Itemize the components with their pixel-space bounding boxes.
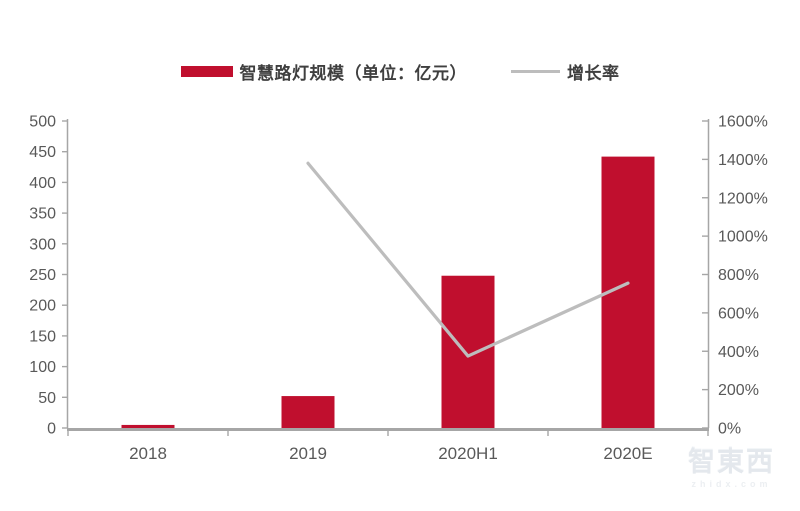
line-series-label: 增长率 (567, 63, 620, 83)
x-axis-label-2018: 2018 (129, 444, 167, 463)
left-axis-tick-label: 500 (29, 114, 56, 131)
right-axis-tick-label: 1600% (718, 114, 768, 131)
left-axis-tick-label: 150 (29, 328, 56, 345)
bar-series-swatch (180, 65, 233, 77)
bar-2020H1 (441, 275, 495, 428)
bar-2018 (121, 424, 175, 428)
right-axis-tick-label: 1000% (718, 229, 768, 246)
left-axis-tick-label: 0 (47, 421, 56, 438)
right-axis-tick-label: 400% (718, 344, 759, 361)
right-axis-tick-label: 800% (718, 267, 759, 284)
left-axis-tick-label: 450 (29, 144, 56, 161)
legend-item-bar-series: 智慧路灯规模（单位：亿元） (180, 59, 468, 84)
zhidx-logo-text: 智東西 (688, 447, 775, 477)
left-axis-tick-label: 350 (29, 206, 56, 223)
zhidx-url-text: zhidx.com (691, 479, 772, 489)
right-axis-tick-label: 1400% (718, 152, 768, 169)
right-axis-tick-label: 0% (718, 421, 741, 438)
left-axis-tick-label: 50 (38, 390, 56, 407)
x-axis-label-2020E: 2020E (603, 444, 652, 463)
growth-rate-line (306, 161, 630, 358)
x-axis-label-2019: 2019 (289, 444, 327, 463)
x-axis-label-2020H1: 2020H1 (438, 444, 498, 463)
right-axis-tick-label: 1200% (718, 190, 768, 207)
legend-item-line-series: 增长率 (511, 59, 620, 84)
left-axis-tick-label: 300 (29, 236, 56, 253)
left-axis-tick-label: 400 (29, 175, 56, 192)
left-axis-tick-label: 100 (29, 359, 56, 376)
right-axis-tick-label: 200% (718, 382, 759, 399)
chart-legend: 智慧路灯规模（单位：亿元） 增长率 (0, 58, 800, 84)
left-axis-tick-label: 200 (29, 298, 56, 315)
left-axis-tick-label: 250 (29, 267, 56, 284)
line-series-swatch (511, 69, 560, 73)
bar-series-label: 智慧路灯规模（单位：亿元） (239, 63, 467, 83)
right-axis-tick-label: 600% (718, 305, 759, 322)
bar-2019 (281, 396, 335, 428)
zhidx-watermark: 智東西 zhidx.com (663, 449, 800, 489)
